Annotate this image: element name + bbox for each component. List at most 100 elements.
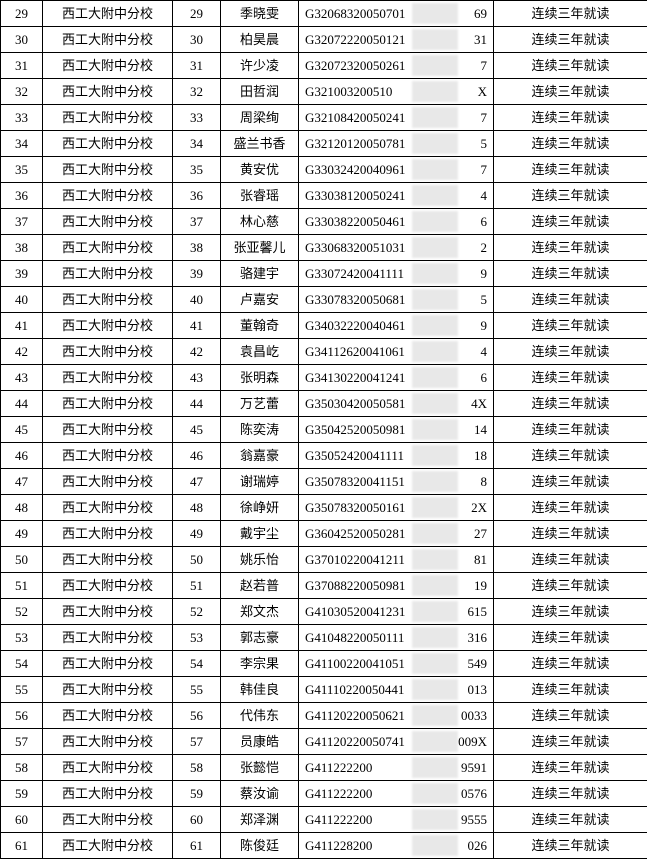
table-row: 55西工大附中分校55韩佳良G41110220050441013连续三年就读 (1, 677, 647, 703)
cell-status: 连续三年就读 (494, 157, 647, 183)
id-suffix: 009X (458, 729, 487, 754)
cell-seq2: 31 (173, 53, 221, 79)
table-row: 44西工大附中分校44万艺蕾G350304200505814X连续三年就读 (1, 391, 647, 417)
id-suffix: 2 (481, 235, 488, 260)
table-row: 35西工大附中分校35黄安优G330324200409617连续三年就读 (1, 157, 647, 183)
cell-school: 西工大附中分校 (43, 313, 173, 339)
cell-school: 西工大附中分校 (43, 651, 173, 677)
cell-seq1: 39 (1, 261, 43, 287)
table-row: 36西工大附中分校36张睿瑶G330381200502414连续三年就读 (1, 183, 647, 209)
id-prefix: G34112620041061 (305, 344, 405, 359)
redaction-overlay (412, 159, 459, 180)
cell-seq1: 54 (1, 651, 43, 677)
cell-status: 连续三年就读 (494, 417, 647, 443)
id-suffix: 7 (481, 105, 488, 130)
cell-school: 西工大附中分校 (43, 391, 173, 417)
cell-status: 连续三年就读 (494, 521, 647, 547)
cell-school: 西工大附中分校 (43, 105, 173, 131)
id-suffix: 4X (471, 391, 487, 416)
cell-seq2: 43 (173, 365, 221, 391)
redaction-overlay (412, 263, 459, 284)
id-prefix: G33068320051031 (305, 240, 405, 255)
id-prefix: G33072420041111 (305, 266, 404, 281)
table-row: 41西工大附中分校41董翰奇G340322200404619连续三年就读 (1, 313, 647, 339)
cell-id: G3708822005098119 (299, 573, 494, 599)
id-prefix: G35078320041151 (305, 474, 405, 489)
cell-seq1: 31 (1, 53, 43, 79)
cell-seq2: 33 (173, 105, 221, 131)
cell-name: 骆建宇 (221, 261, 299, 287)
cell-name: 郭志豪 (221, 625, 299, 651)
cell-school: 西工大附中分校 (43, 131, 173, 157)
redaction-overlay (412, 497, 459, 518)
id-prefix: G41120220050741 (305, 734, 405, 749)
table-row: 30西工大附中分校30柏昊晨G3207222005012131连续三年就读 (1, 27, 647, 53)
cell-seq2: 59 (173, 781, 221, 807)
id-prefix: G33038120050241 (305, 188, 405, 203)
cell-id: G330382200504616 (299, 209, 494, 235)
cell-seq2: 57 (173, 729, 221, 755)
cell-seq2: 39 (173, 261, 221, 287)
cell-school: 西工大附中分校 (43, 677, 173, 703)
cell-id: G4112222009555 (299, 807, 494, 833)
cell-name: 韩佳良 (221, 677, 299, 703)
table-row: 29西工大附中分校29季晓雯G3206832005070169连续三年就读 (1, 1, 647, 27)
cell-name: 卢嘉安 (221, 287, 299, 313)
redaction-overlay (412, 731, 459, 752)
id-prefix: G35030420050581 (305, 396, 405, 411)
table-row: 38西工大附中分校38张亚馨儿G330683200510312连续三年就读 (1, 235, 647, 261)
table-row: 50西工大附中分校50姚乐怡G3701022004121181连续三年就读 (1, 547, 647, 573)
cell-seq1: 49 (1, 521, 43, 547)
id-prefix: G34130220041241 (305, 370, 405, 385)
cell-seq2: 52 (173, 599, 221, 625)
cell-name: 周梁绚 (221, 105, 299, 131)
id-suffix: 8 (481, 469, 488, 494)
table-row: 43西工大附中分校43张明森G341302200412416连续三年就读 (1, 365, 647, 391)
redaction-overlay (412, 835, 459, 856)
cell-status: 连续三年就读 (494, 261, 647, 287)
cell-status: 连续三年就读 (494, 53, 647, 79)
cell-name: 陈俊廷 (221, 833, 299, 859)
id-suffix: 9 (481, 261, 488, 286)
cell-status: 连续三年就读 (494, 547, 647, 573)
cell-name: 员康皓 (221, 729, 299, 755)
id-suffix: 9 (481, 313, 488, 338)
cell-id: G321201200507815 (299, 131, 494, 157)
id-suffix: 6 (481, 365, 488, 390)
redaction-overlay (412, 341, 459, 362)
cell-seq1: 53 (1, 625, 43, 651)
table-row: 61西工大附中分校61陈俊廷G411228200026连续三年就读 (1, 833, 647, 859)
cell-id: G330783200506815 (299, 287, 494, 313)
id-suffix: 19 (474, 573, 487, 598)
redaction-overlay (412, 367, 459, 388)
cell-id: G3207222005012131 (299, 27, 494, 53)
id-prefix: G33078320050681 (305, 292, 405, 307)
cell-status: 连续三年就读 (494, 833, 647, 859)
id-suffix: 69 (474, 1, 487, 26)
table-row: 47西工大附中分校47谢瑞婷G350783200411518连续三年就读 (1, 469, 647, 495)
cell-school: 西工大附中分校 (43, 235, 173, 261)
cell-id: G34130220041241 6 (299, 365, 494, 391)
id-suffix: 7 (481, 157, 488, 182)
cell-seq2: 44 (173, 391, 221, 417)
id-suffix: 5 (481, 131, 488, 156)
table-row: 42西工大附中分校42袁昌屹G341126200410614连续三年就读 (1, 339, 647, 365)
cell-status: 连续三年就读 (494, 573, 647, 599)
cell-school: 西工大附中分校 (43, 781, 173, 807)
cell-school: 西工大附中分校 (43, 573, 173, 599)
cell-school: 西工大附中分校 (43, 599, 173, 625)
cell-seq1: 36 (1, 183, 43, 209)
cell-id: G411202200506210033 (299, 703, 494, 729)
cell-seq2: 46 (173, 443, 221, 469)
cell-id: G41048220050111316 (299, 625, 494, 651)
redaction-overlay (412, 679, 459, 700)
id-prefix: G33032420040961 (305, 162, 405, 177)
cell-seq1: 33 (1, 105, 43, 131)
id-prefix: G33038220050461 (305, 214, 405, 229)
cell-status: 连续三年就读 (494, 755, 647, 781)
cell-id: G340322200404619 (299, 313, 494, 339)
cell-status: 连续三年就读 (494, 729, 647, 755)
table-row: 33西工大附中分校33周梁绚G321084200502417连续三年就读 (1, 105, 647, 131)
cell-seq2: 34 (173, 131, 221, 157)
cell-seq1: 32 (1, 79, 43, 105)
